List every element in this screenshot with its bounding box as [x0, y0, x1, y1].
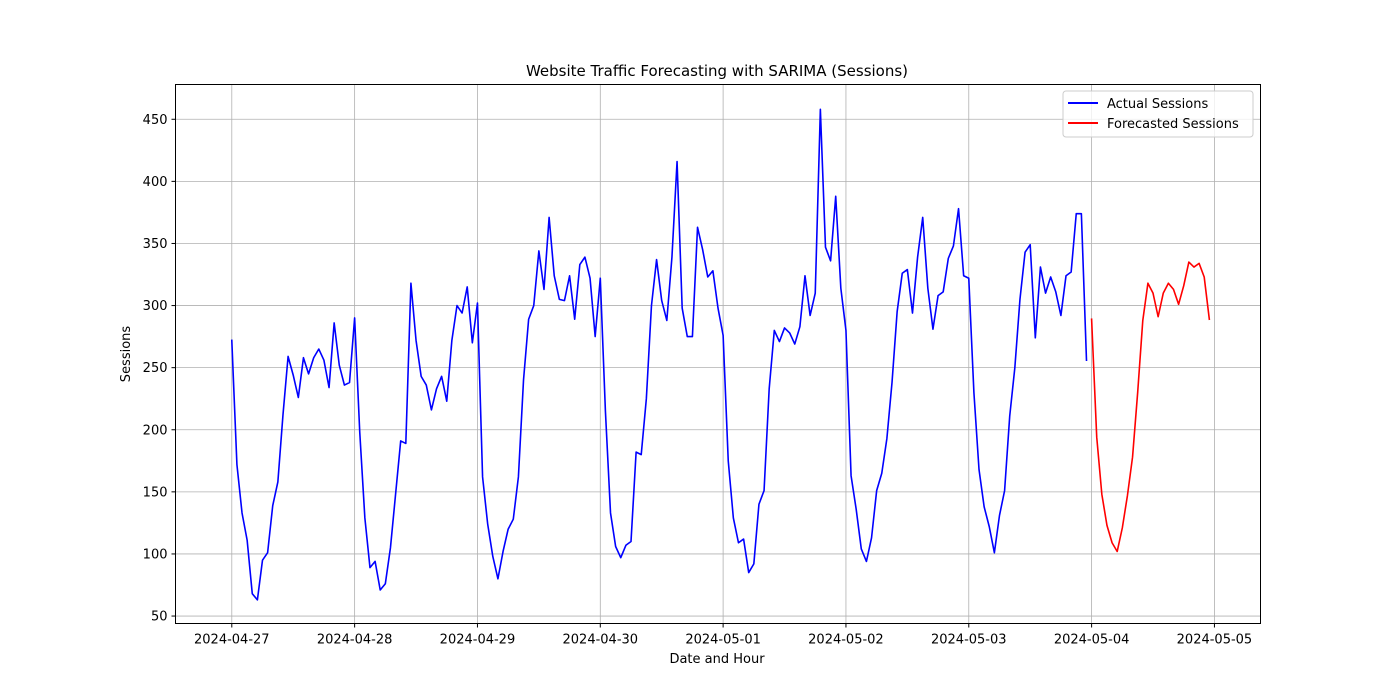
y-axis-label: Sessions [119, 326, 134, 383]
y-tick-label: 200 [143, 423, 168, 438]
x-tick-label: 2024-04-28 [317, 633, 393, 648]
y-tick-label: 100 [143, 547, 168, 562]
y-tick-label: 300 [143, 299, 168, 314]
y-tick-label: 150 [143, 485, 168, 500]
y-tick-label: 50 [151, 610, 168, 625]
grid [175, 84, 1261, 624]
series-lines [230, 108, 1211, 601]
legend: Actual Sessions Forecasted Sessions [1062, 90, 1254, 138]
y-tick-label: 350 [143, 237, 168, 252]
forecasted-sessions-line [1090, 261, 1211, 553]
y-tick-label: 250 [143, 361, 168, 376]
x-axis-ticks: 2024-04-27 2024-04-28 2024-04-29 2024-04-30… [194, 623, 1253, 648]
x-tick-label: 2024-04-30 [563, 633, 639, 648]
y-tick-label: 400 [143, 175, 168, 190]
actual-sessions-line [230, 108, 1088, 601]
x-axis-label: Date and Hour [669, 652, 765, 667]
x-tick-label: 2024-05-04 [1054, 633, 1130, 648]
legend-box [1062, 90, 1254, 138]
x-tick-label: 2024-04-29 [440, 633, 516, 648]
y-tick-label: 450 [143, 113, 168, 128]
chart-title: Website Traffic Forecasting with SARIMA … [526, 62, 908, 80]
plot-frame [175, 84, 1261, 624]
x-tick-label: 2024-05-03 [931, 633, 1007, 648]
legend-label-forecast: Forecasted Sessions [1107, 117, 1239, 132]
y-axis-ticks: 50 100 150 200 250 300 350 400 450 [143, 113, 176, 625]
x-tick-label: 2024-04-27 [194, 633, 270, 648]
x-tick-label: 2024-05-05 [1177, 633, 1253, 648]
legend-label-actual: Actual Sessions [1107, 97, 1208, 112]
x-tick-label: 2024-05-02 [808, 633, 884, 648]
x-tick-label: 2024-05-01 [685, 633, 761, 648]
